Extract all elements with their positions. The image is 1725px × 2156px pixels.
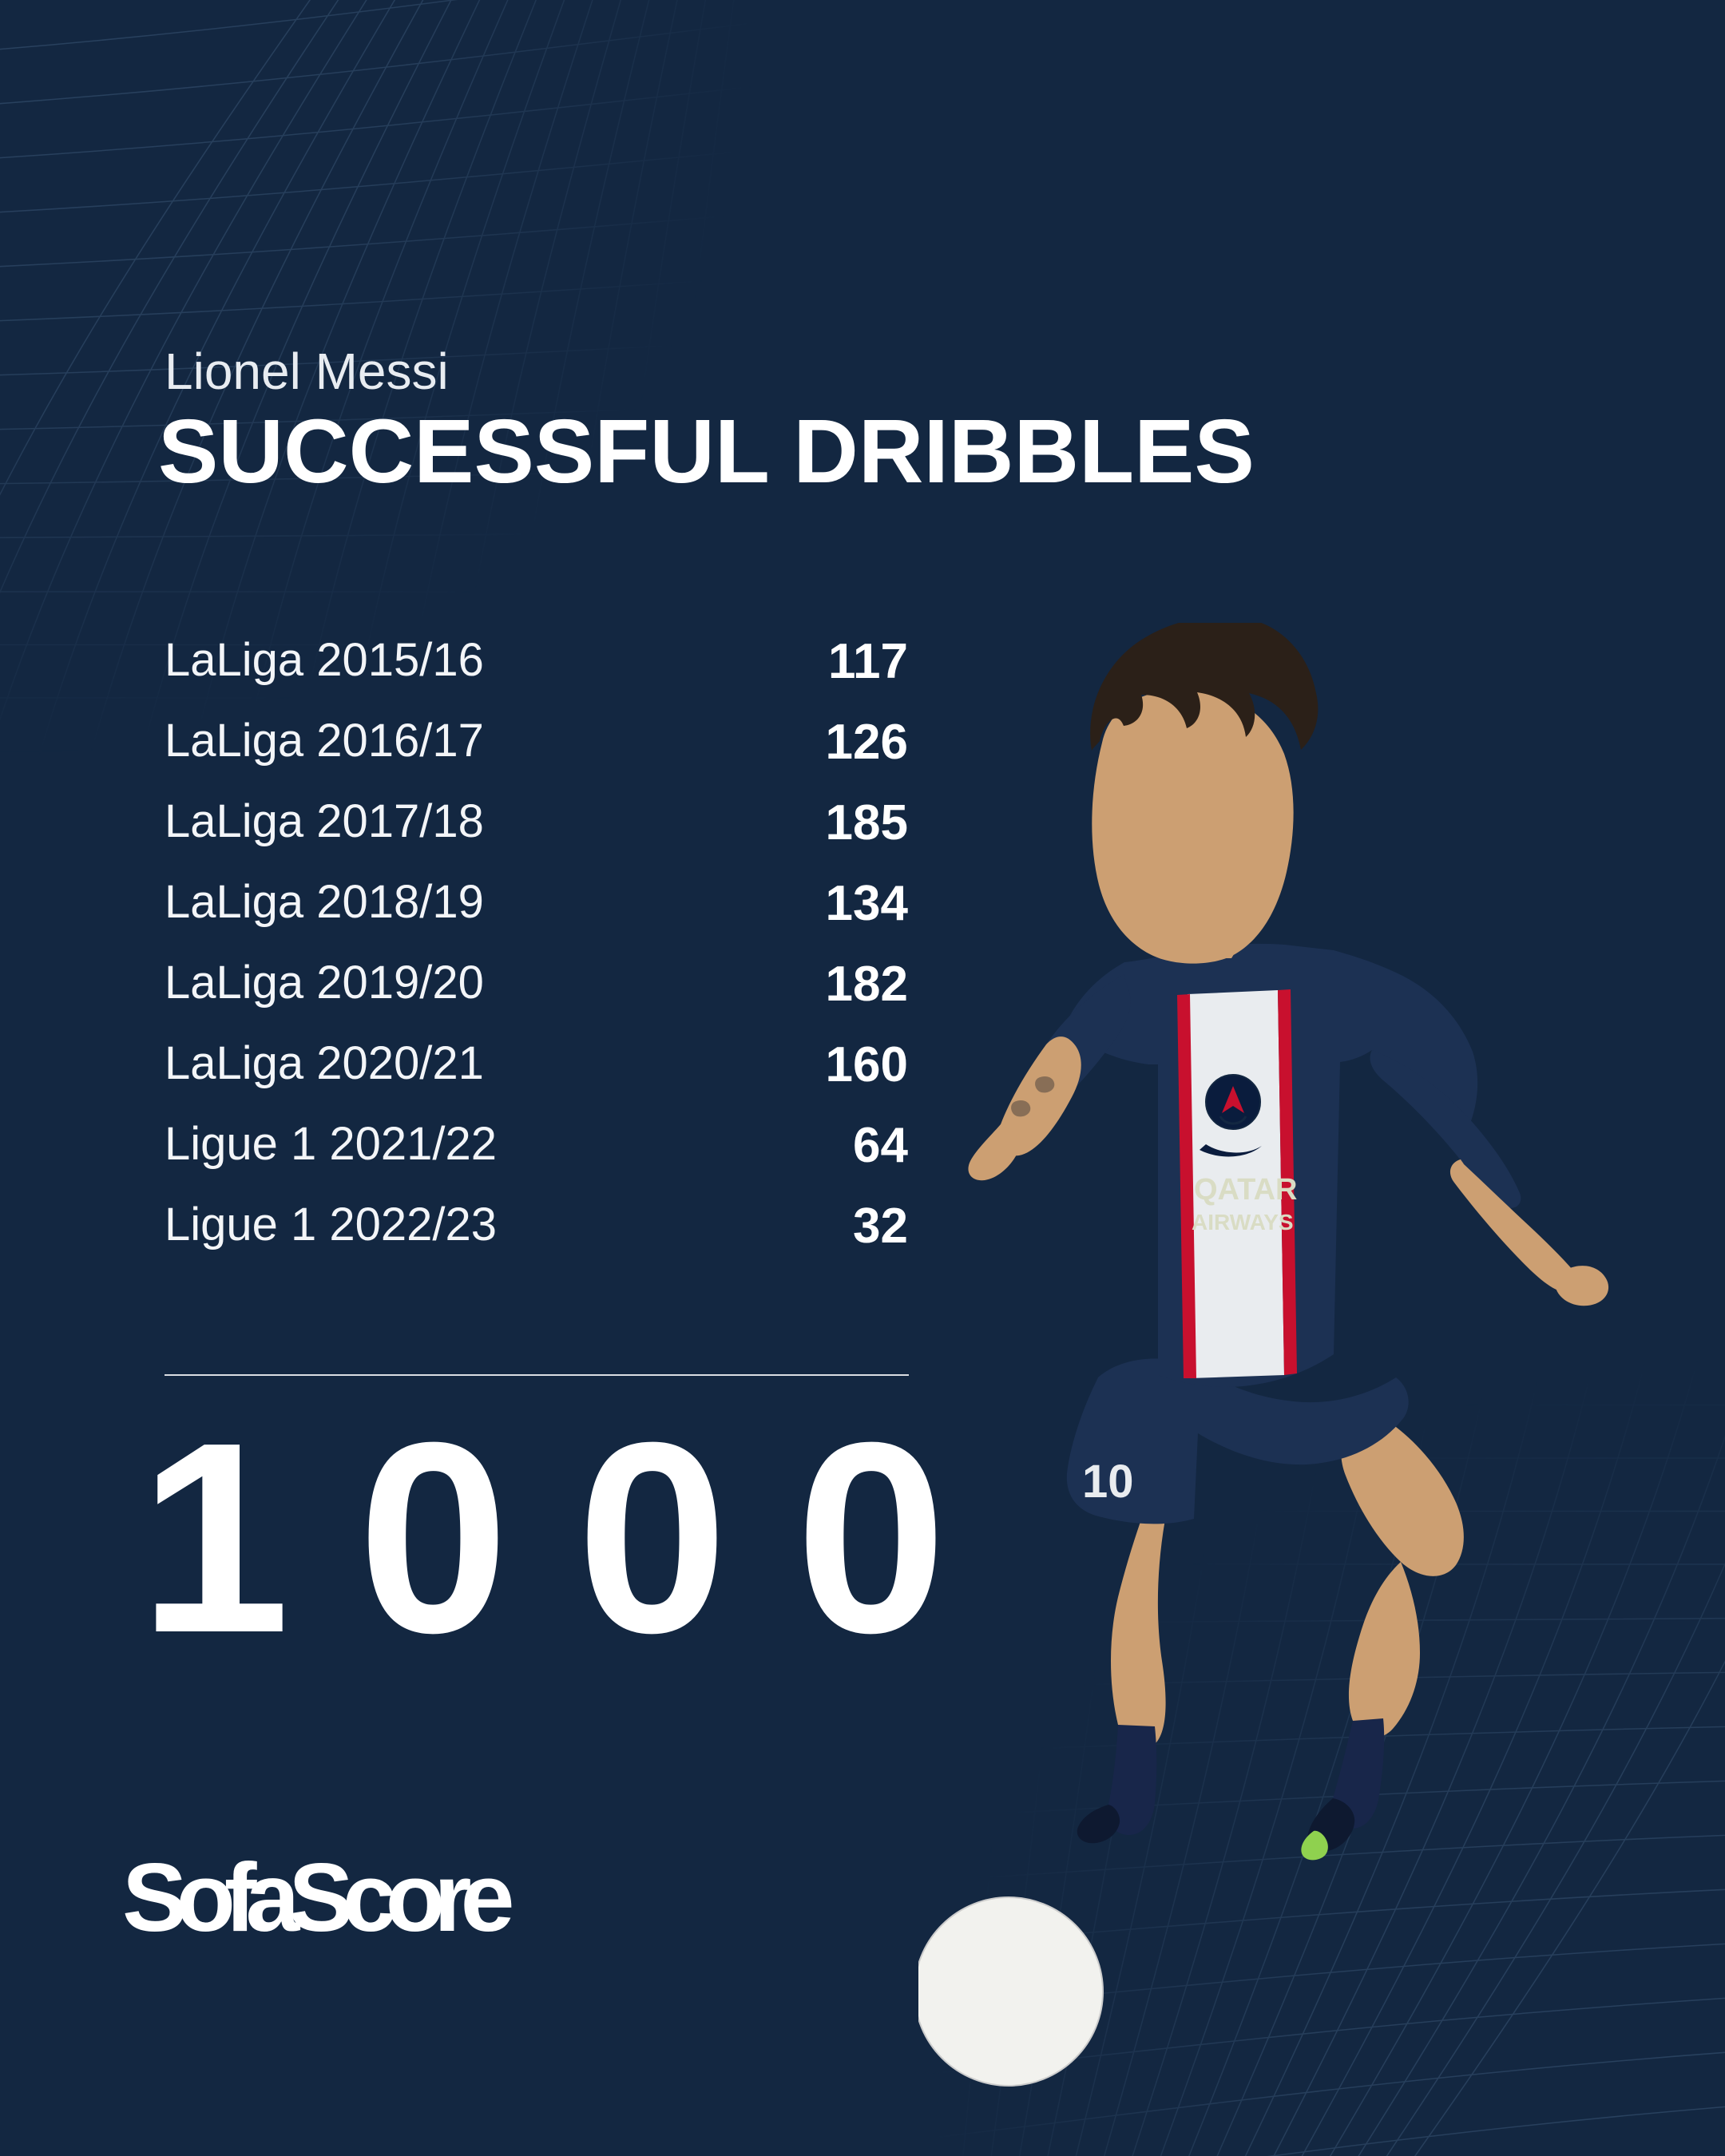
svg-text:AIRWAYS: AIRWAYS (1192, 1210, 1294, 1235)
svg-text:QATAR: QATAR (1194, 1173, 1297, 1207)
svg-text:10: 10 (1082, 1456, 1134, 1508)
